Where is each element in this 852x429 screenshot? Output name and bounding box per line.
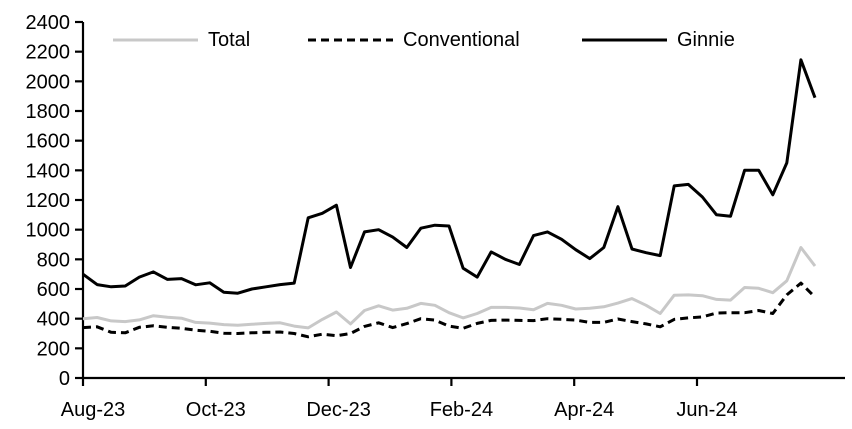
legend-label-total: Total <box>208 29 251 51</box>
svg-text:Aug-23: Aug-23 <box>61 399 126 421</box>
svg-text:0: 0 <box>59 368 70 390</box>
svg-text:Dec-23: Dec-23 <box>306 399 370 421</box>
legend-label-ginnie: Ginnie <box>677 29 735 51</box>
conventional-line-icon <box>308 38 393 42</box>
legend-item-ginnie: Ginnie <box>582 28 735 52</box>
svg-text:1000: 1000 <box>26 220 71 242</box>
svg-text:2200: 2200 <box>26 42 71 64</box>
svg-text:Feb-24: Feb-24 <box>430 399 493 421</box>
legend-label-conventional: Conventional <box>403 29 520 51</box>
svg-text:2000: 2000 <box>26 71 71 93</box>
ginnie-line-icon <box>582 38 667 42</box>
svg-text:1800: 1800 <box>26 101 71 123</box>
legend-item-conventional: Conventional <box>308 28 520 52</box>
svg-text:200: 200 <box>37 338 70 360</box>
svg-text:Apr-24: Apr-24 <box>554 399 614 421</box>
legend-item-total: Total <box>113 28 250 52</box>
svg-text:800: 800 <box>37 249 70 271</box>
svg-text:1200: 1200 <box>26 190 71 212</box>
svg-text:2400: 2400 <box>26 12 71 34</box>
svg-text:Oct-23: Oct-23 <box>186 399 246 421</box>
svg-text:1600: 1600 <box>26 131 71 153</box>
svg-text:600: 600 <box>37 279 70 301</box>
svg-text:1400: 1400 <box>26 160 71 182</box>
svg-text:Jun-24: Jun-24 <box>676 399 737 421</box>
svg-text:400: 400 <box>37 309 70 331</box>
total-line-icon <box>113 38 198 42</box>
